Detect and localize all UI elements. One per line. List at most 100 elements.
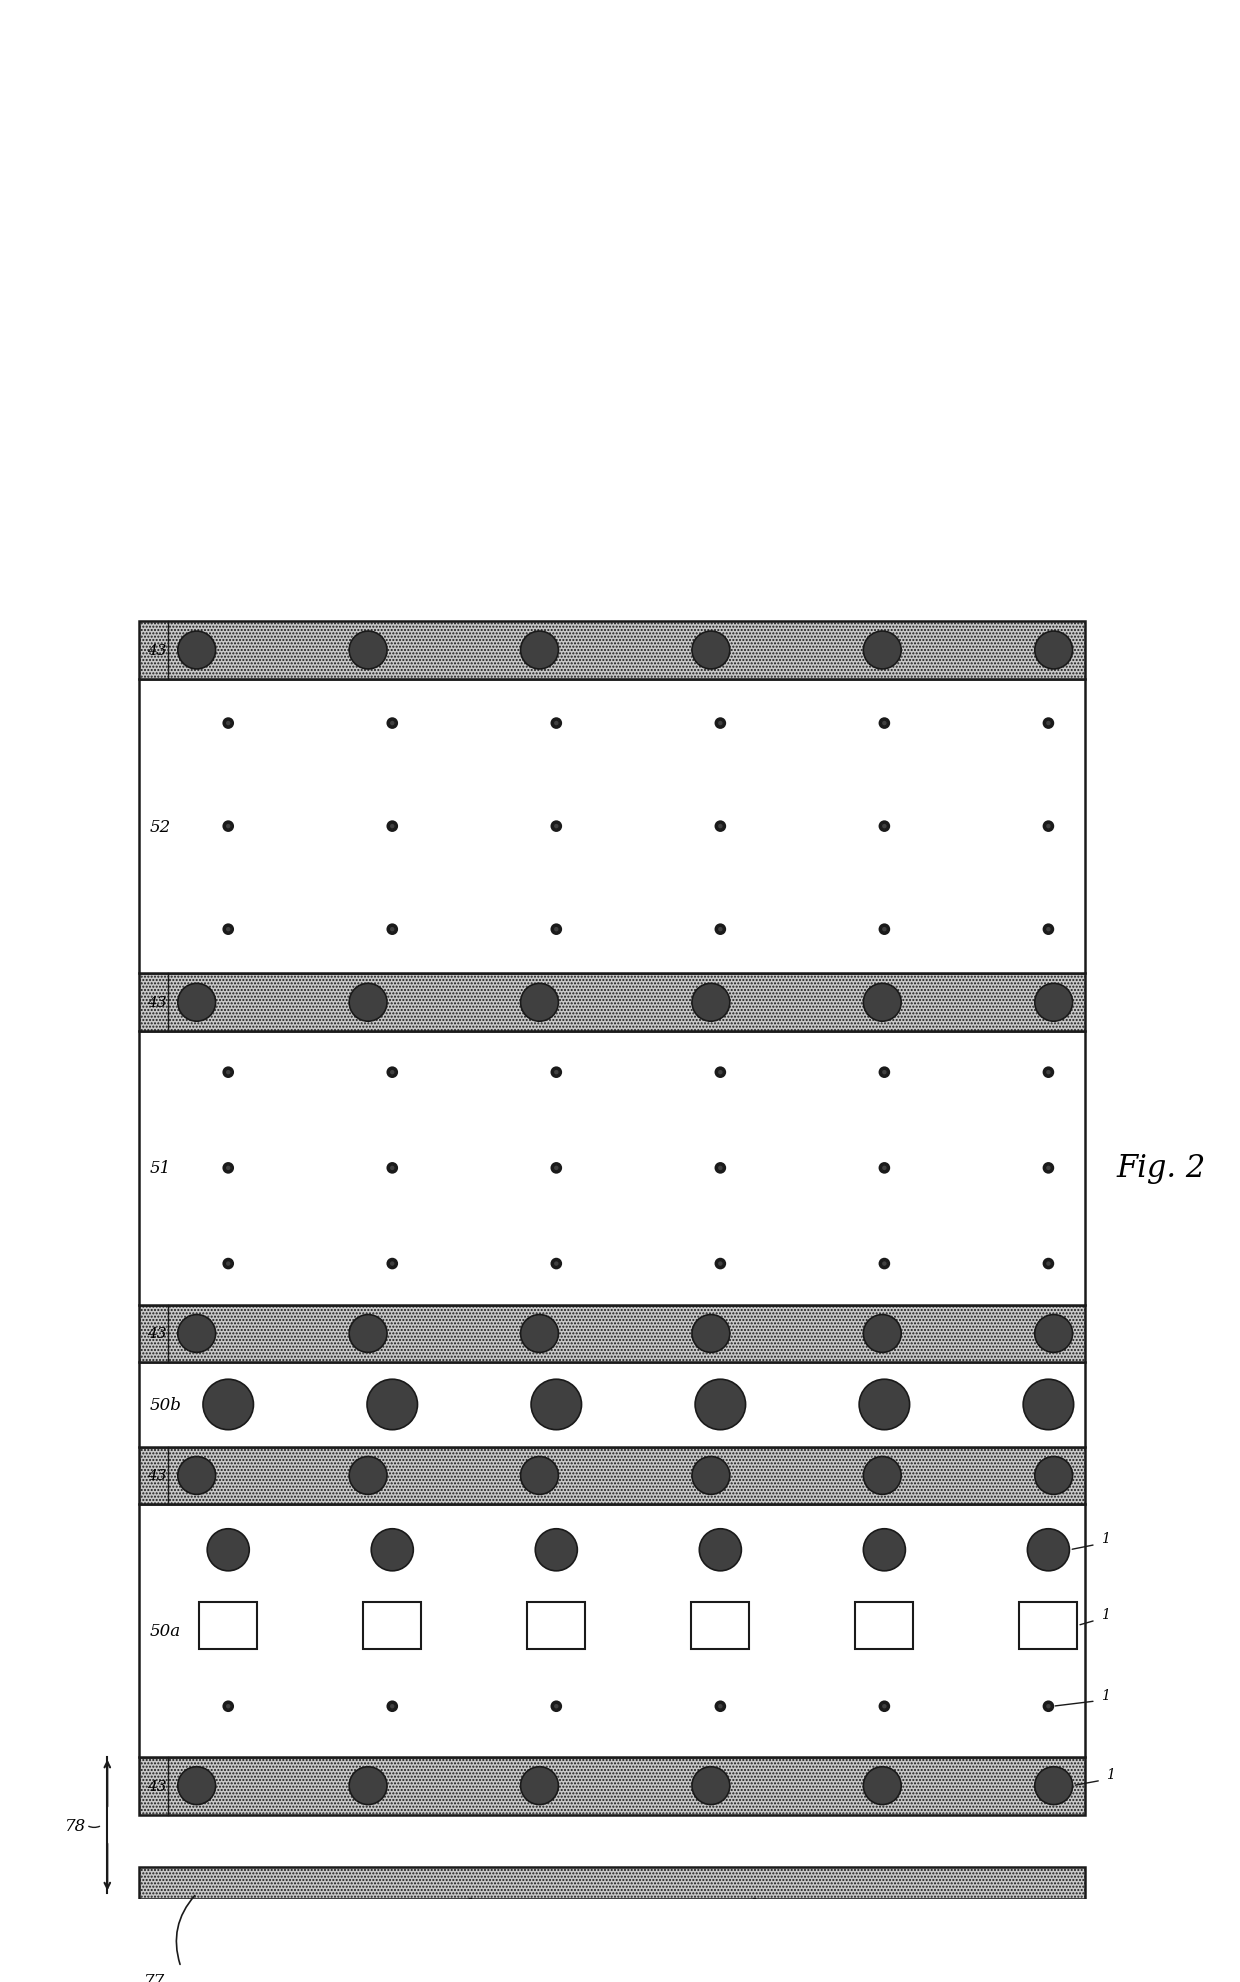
Circle shape: [718, 825, 723, 830]
Circle shape: [553, 928, 559, 934]
Bar: [139, 680, 1085, 973]
Circle shape: [177, 632, 216, 670]
Circle shape: [223, 823, 233, 830]
Circle shape: [389, 1703, 396, 1708]
Circle shape: [177, 1766, 216, 1806]
Circle shape: [715, 1068, 724, 1076]
Circle shape: [692, 1766, 730, 1806]
Circle shape: [718, 928, 723, 934]
Circle shape: [863, 1457, 901, 1494]
Circle shape: [553, 825, 559, 830]
Text: 43: 43: [148, 1326, 166, 1340]
Circle shape: [880, 926, 889, 934]
Circle shape: [715, 1703, 724, 1710]
Circle shape: [880, 719, 889, 727]
Circle shape: [880, 1703, 889, 1710]
Circle shape: [350, 983, 387, 1021]
Circle shape: [1045, 1165, 1052, 1171]
Circle shape: [226, 825, 231, 830]
Circle shape: [552, 1068, 560, 1076]
Text: 43: 43: [148, 995, 166, 1009]
Text: 77: 77: [144, 1972, 165, 1982]
Circle shape: [692, 983, 730, 1021]
Circle shape: [1045, 1070, 1052, 1076]
Circle shape: [207, 1528, 249, 1572]
Circle shape: [388, 926, 397, 934]
Text: 50b: 50b: [149, 1395, 181, 1413]
Circle shape: [715, 823, 724, 830]
Circle shape: [1034, 1457, 1073, 1494]
Circle shape: [692, 1314, 730, 1354]
Circle shape: [226, 1070, 231, 1076]
Circle shape: [350, 1766, 387, 1806]
Circle shape: [863, 1314, 901, 1354]
Circle shape: [882, 721, 888, 727]
Bar: [139, 1033, 1085, 1304]
Circle shape: [521, 1314, 558, 1354]
Bar: [139, 622, 1085, 680]
Circle shape: [882, 1261, 888, 1266]
Circle shape: [1044, 1703, 1053, 1710]
Circle shape: [880, 1163, 889, 1173]
Text: 1: 1: [1106, 1768, 1115, 1782]
Circle shape: [521, 1457, 558, 1494]
Circle shape: [882, 1165, 888, 1171]
Text: 1: 1: [1101, 1689, 1110, 1703]
Circle shape: [389, 721, 396, 727]
Circle shape: [1045, 1261, 1052, 1266]
Bar: [139, 1867, 1085, 1899]
Circle shape: [1045, 1703, 1052, 1708]
Circle shape: [367, 1379, 418, 1429]
Text: 78: 78: [66, 1817, 87, 1833]
Circle shape: [718, 1165, 723, 1171]
Bar: [139, 1756, 1085, 1816]
Circle shape: [1044, 719, 1053, 727]
Circle shape: [696, 1379, 745, 1429]
Bar: [200, 1601, 257, 1649]
Circle shape: [1044, 1259, 1053, 1268]
Circle shape: [553, 1703, 559, 1708]
Circle shape: [350, 1457, 387, 1494]
Circle shape: [715, 719, 724, 727]
Circle shape: [552, 926, 560, 934]
Circle shape: [177, 1314, 216, 1354]
Circle shape: [863, 632, 901, 670]
Circle shape: [223, 719, 233, 727]
Circle shape: [1044, 1163, 1053, 1173]
Circle shape: [552, 823, 560, 830]
Circle shape: [389, 1261, 396, 1266]
Bar: [856, 1601, 914, 1649]
Circle shape: [553, 1070, 559, 1076]
Circle shape: [553, 1261, 559, 1266]
Text: 43: 43: [148, 1469, 166, 1483]
Circle shape: [388, 719, 397, 727]
Circle shape: [1044, 823, 1053, 830]
Circle shape: [223, 1259, 233, 1268]
Circle shape: [223, 1068, 233, 1076]
Circle shape: [1045, 928, 1052, 934]
Circle shape: [226, 1261, 231, 1266]
Text: 43: 43: [148, 1778, 166, 1794]
Circle shape: [552, 1259, 560, 1268]
Circle shape: [1028, 1528, 1069, 1572]
Circle shape: [1045, 825, 1052, 830]
Circle shape: [552, 1703, 560, 1710]
Circle shape: [388, 1259, 397, 1268]
Text: 43: 43: [148, 644, 166, 658]
Circle shape: [1034, 632, 1073, 670]
Circle shape: [350, 1314, 387, 1354]
Circle shape: [718, 721, 723, 727]
Circle shape: [226, 1165, 231, 1171]
Circle shape: [521, 983, 558, 1021]
Circle shape: [389, 1165, 396, 1171]
Circle shape: [389, 928, 396, 934]
Circle shape: [226, 721, 231, 727]
Circle shape: [223, 926, 233, 934]
Circle shape: [552, 719, 560, 727]
Circle shape: [1044, 1068, 1053, 1076]
Circle shape: [350, 632, 387, 670]
Circle shape: [692, 1457, 730, 1494]
Text: Fig. 2: Fig. 2: [1117, 1154, 1207, 1183]
Circle shape: [863, 1766, 901, 1806]
Bar: [527, 1601, 585, 1649]
